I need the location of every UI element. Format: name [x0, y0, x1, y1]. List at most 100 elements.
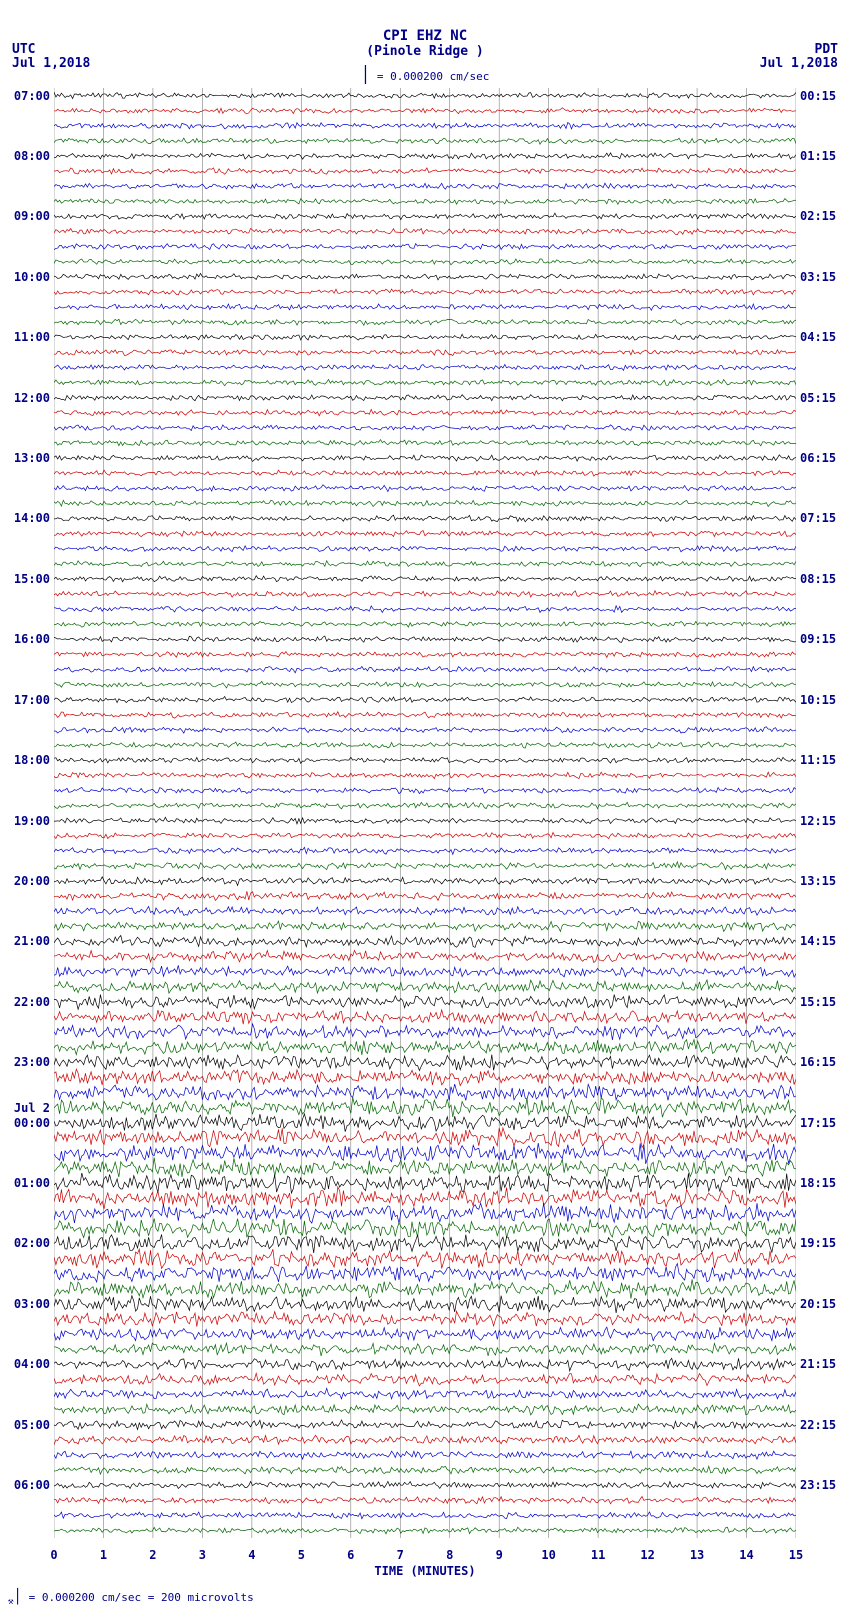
trace-line — [54, 576, 796, 582]
trace-line — [54, 1296, 796, 1313]
trace-line — [54, 817, 796, 824]
trace-line — [54, 304, 796, 310]
left-hour-label: 01:00 — [14, 1176, 50, 1190]
left-hour-label: 07:00 — [14, 89, 50, 103]
right-hour-label: 07:15 — [800, 511, 836, 525]
timezone-right: PDT — [815, 42, 838, 57]
trace-line — [54, 591, 796, 597]
trace-line — [54, 1128, 796, 1148]
trace-line — [54, 123, 796, 129]
trace-line — [54, 1084, 796, 1100]
station-location: (Pinole Ridge ) — [0, 44, 850, 59]
trace-line — [54, 334, 796, 340]
date-left: Jul 1,2018 — [12, 56, 90, 71]
left-hour-label: 00:00 — [14, 1116, 50, 1130]
trace-line — [54, 681, 796, 688]
trace-line — [54, 652, 796, 658]
left-hour-label: 09:00 — [14, 209, 50, 223]
trace-line — [54, 921, 796, 931]
trace-line — [54, 606, 796, 613]
left-hour-label: 14:00 — [14, 511, 50, 525]
trace-line — [54, 936, 796, 948]
trace-line — [54, 228, 796, 234]
right-hour-label: 19:15 — [800, 1236, 836, 1250]
right-hour-label: 06:15 — [800, 451, 836, 465]
trace-line — [54, 802, 796, 809]
trace-line — [54, 1114, 796, 1132]
trace-line — [54, 1497, 796, 1504]
trace-line — [54, 500, 796, 506]
right-hour-label: 13:15 — [800, 874, 836, 888]
plot-area — [54, 88, 796, 1538]
trace-line — [54, 1420, 796, 1430]
x-tick-label: 8 — [446, 1548, 453, 1562]
right-hour-label: 17:15 — [800, 1116, 836, 1130]
right-time-labels: 00:1501:1502:1503:1504:1505:1506:1507:15… — [798, 88, 850, 1538]
right-hour-label: 12:15 — [800, 814, 836, 828]
x-axis: 0123456789101112131415 TIME (MINUTES) — [54, 1538, 796, 1578]
x-tick-label: 1 — [100, 1548, 107, 1562]
left-hour-label: 16:00 — [14, 632, 50, 646]
trace-line — [54, 485, 796, 492]
trace-line — [54, 980, 796, 993]
trace-line — [54, 1512, 796, 1519]
left-hour-label: 18:00 — [14, 753, 50, 767]
trace-line — [54, 667, 796, 673]
trace-line — [54, 319, 796, 325]
left-hour-label: 10:00 — [14, 270, 50, 284]
x-tick-label: 7 — [397, 1548, 404, 1562]
right-hour-label: 22:15 — [800, 1418, 836, 1432]
right-hour-label: 11:15 — [800, 753, 836, 767]
trace-line — [54, 788, 796, 794]
trace-line — [54, 712, 796, 719]
trace-line — [54, 455, 796, 462]
trace-line — [54, 1055, 796, 1071]
left-hour-label: 21:00 — [14, 934, 50, 948]
trace-line — [54, 108, 796, 114]
x-tick-label: 3 — [199, 1548, 206, 1562]
trace-line — [54, 515, 796, 522]
left-hour-label: 20:00 — [14, 874, 50, 888]
trace-line — [54, 199, 796, 205]
trace-line — [54, 259, 796, 265]
trace-line — [54, 847, 796, 854]
trace-line — [54, 1373, 796, 1386]
trace-line — [54, 168, 796, 174]
left-hour-label: 02:00 — [14, 1236, 50, 1250]
right-hour-label: 09:15 — [800, 632, 836, 646]
trace-line — [54, 1203, 796, 1223]
trace-line — [54, 1024, 796, 1040]
scale-legend: │ = 0.000200 cm/sec — [0, 65, 850, 84]
trace-line — [54, 727, 796, 733]
x-tick-label: 9 — [496, 1548, 503, 1562]
trace-line — [54, 1098, 796, 1118]
seismogram-container: CPI EHZ NC (Pinole Ridge ) │ = 0.000200 … — [0, 0, 850, 1613]
trace-line — [54, 1343, 796, 1356]
trace-line — [54, 1069, 796, 1086]
trace-line — [54, 289, 796, 295]
trace-line — [54, 1358, 796, 1371]
right-hour-label: 21:15 — [800, 1357, 836, 1371]
right-hour-label: 01:15 — [800, 149, 836, 163]
trace-line — [54, 153, 796, 159]
x-tick-label: 13 — [690, 1548, 704, 1562]
trace-line — [54, 1388, 796, 1399]
left-hour-label: 05:00 — [14, 1418, 50, 1432]
x-tick-label: 15 — [789, 1548, 803, 1562]
trace-line — [54, 1404, 796, 1415]
x-tick-label: 0 — [50, 1548, 57, 1562]
left-hour-label: 19:00 — [14, 814, 50, 828]
x-tick-label: 12 — [640, 1548, 654, 1562]
right-hour-label: 18:15 — [800, 1176, 836, 1190]
trace-line — [54, 621, 796, 627]
trace-line — [54, 1311, 796, 1326]
date-right: Jul 1,2018 — [760, 56, 838, 71]
right-hour-label: 14:15 — [800, 934, 836, 948]
right-hour-label: 08:15 — [800, 572, 836, 586]
trace-line — [54, 364, 796, 370]
left-hour-label: 15:00 — [14, 572, 50, 586]
trace-line — [54, 1264, 796, 1282]
right-hour-label: 10:15 — [800, 693, 836, 707]
trace-line — [54, 1235, 796, 1254]
x-tick-label: 5 — [298, 1548, 305, 1562]
